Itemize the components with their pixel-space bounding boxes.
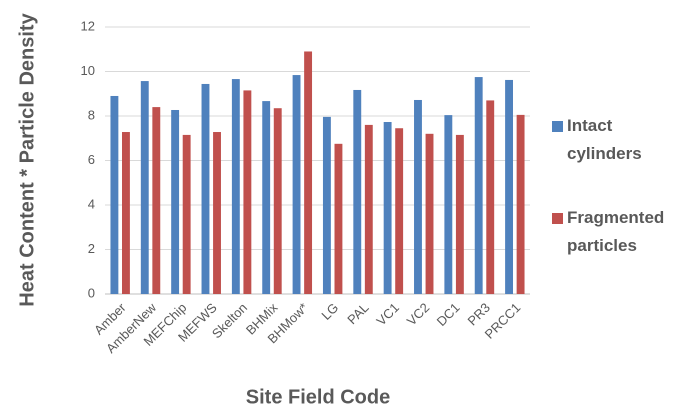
- legend-item: Intact cylinders: [552, 112, 677, 168]
- y-tick-label: 0: [88, 285, 95, 300]
- bar: [444, 115, 453, 294]
- y-axis-title: Heat Content * Particle Density: [16, 12, 38, 306]
- bar: [262, 101, 271, 294]
- y-tick-label: 10: [81, 63, 95, 78]
- bar: [425, 133, 434, 294]
- y-tick-label: 6: [88, 152, 95, 167]
- y-tick-label: 2: [88, 241, 95, 256]
- x-tick-label: PAL: [344, 300, 371, 327]
- bar: [213, 132, 221, 294]
- bar: [171, 109, 180, 295]
- bar: [231, 79, 240, 294]
- bar: [201, 83, 210, 295]
- legend: Intact cylinders Fragmented particles: [552, 112, 677, 260]
- bar: [364, 124, 373, 295]
- y-tick-label: 8: [88, 107, 95, 122]
- bar: [474, 77, 483, 294]
- bar: [505, 79, 513, 294]
- bar: [110, 95, 119, 294]
- legend-label: Intact cylinders: [567, 116, 642, 163]
- bar: [122, 132, 130, 294]
- x-tick-label: VC1: [373, 300, 401, 328]
- bar: [334, 143, 343, 294]
- x-tick-label: DC1: [434, 300, 463, 329]
- legend-swatch: [552, 121, 563, 132]
- bar: [322, 116, 331, 294]
- bar: [243, 90, 252, 294]
- bar: [304, 51, 313, 294]
- legend-item: Fragmented particles: [552, 204, 677, 260]
- x-tick-label: VC2: [404, 300, 432, 328]
- x-tick-label: LG: [318, 300, 341, 323]
- bar: [182, 134, 191, 294]
- bar: [152, 107, 161, 294]
- x-axis-title: Site Field Code: [246, 386, 390, 408]
- bar: [455, 134, 464, 294]
- bar: [140, 81, 149, 294]
- bar: [395, 128, 404, 294]
- bar: [486, 100, 495, 294]
- bar: [383, 122, 392, 294]
- bar: [353, 89, 362, 294]
- bar: [273, 108, 282, 295]
- bar: [516, 114, 525, 294]
- y-tick-label: 4: [88, 196, 95, 211]
- bar: [414, 99, 422, 294]
- y-tick-label: 12: [81, 18, 95, 33]
- legend-label: Fragmented particles: [567, 208, 665, 255]
- legend-swatch: [552, 213, 563, 224]
- bar: [292, 75, 301, 294]
